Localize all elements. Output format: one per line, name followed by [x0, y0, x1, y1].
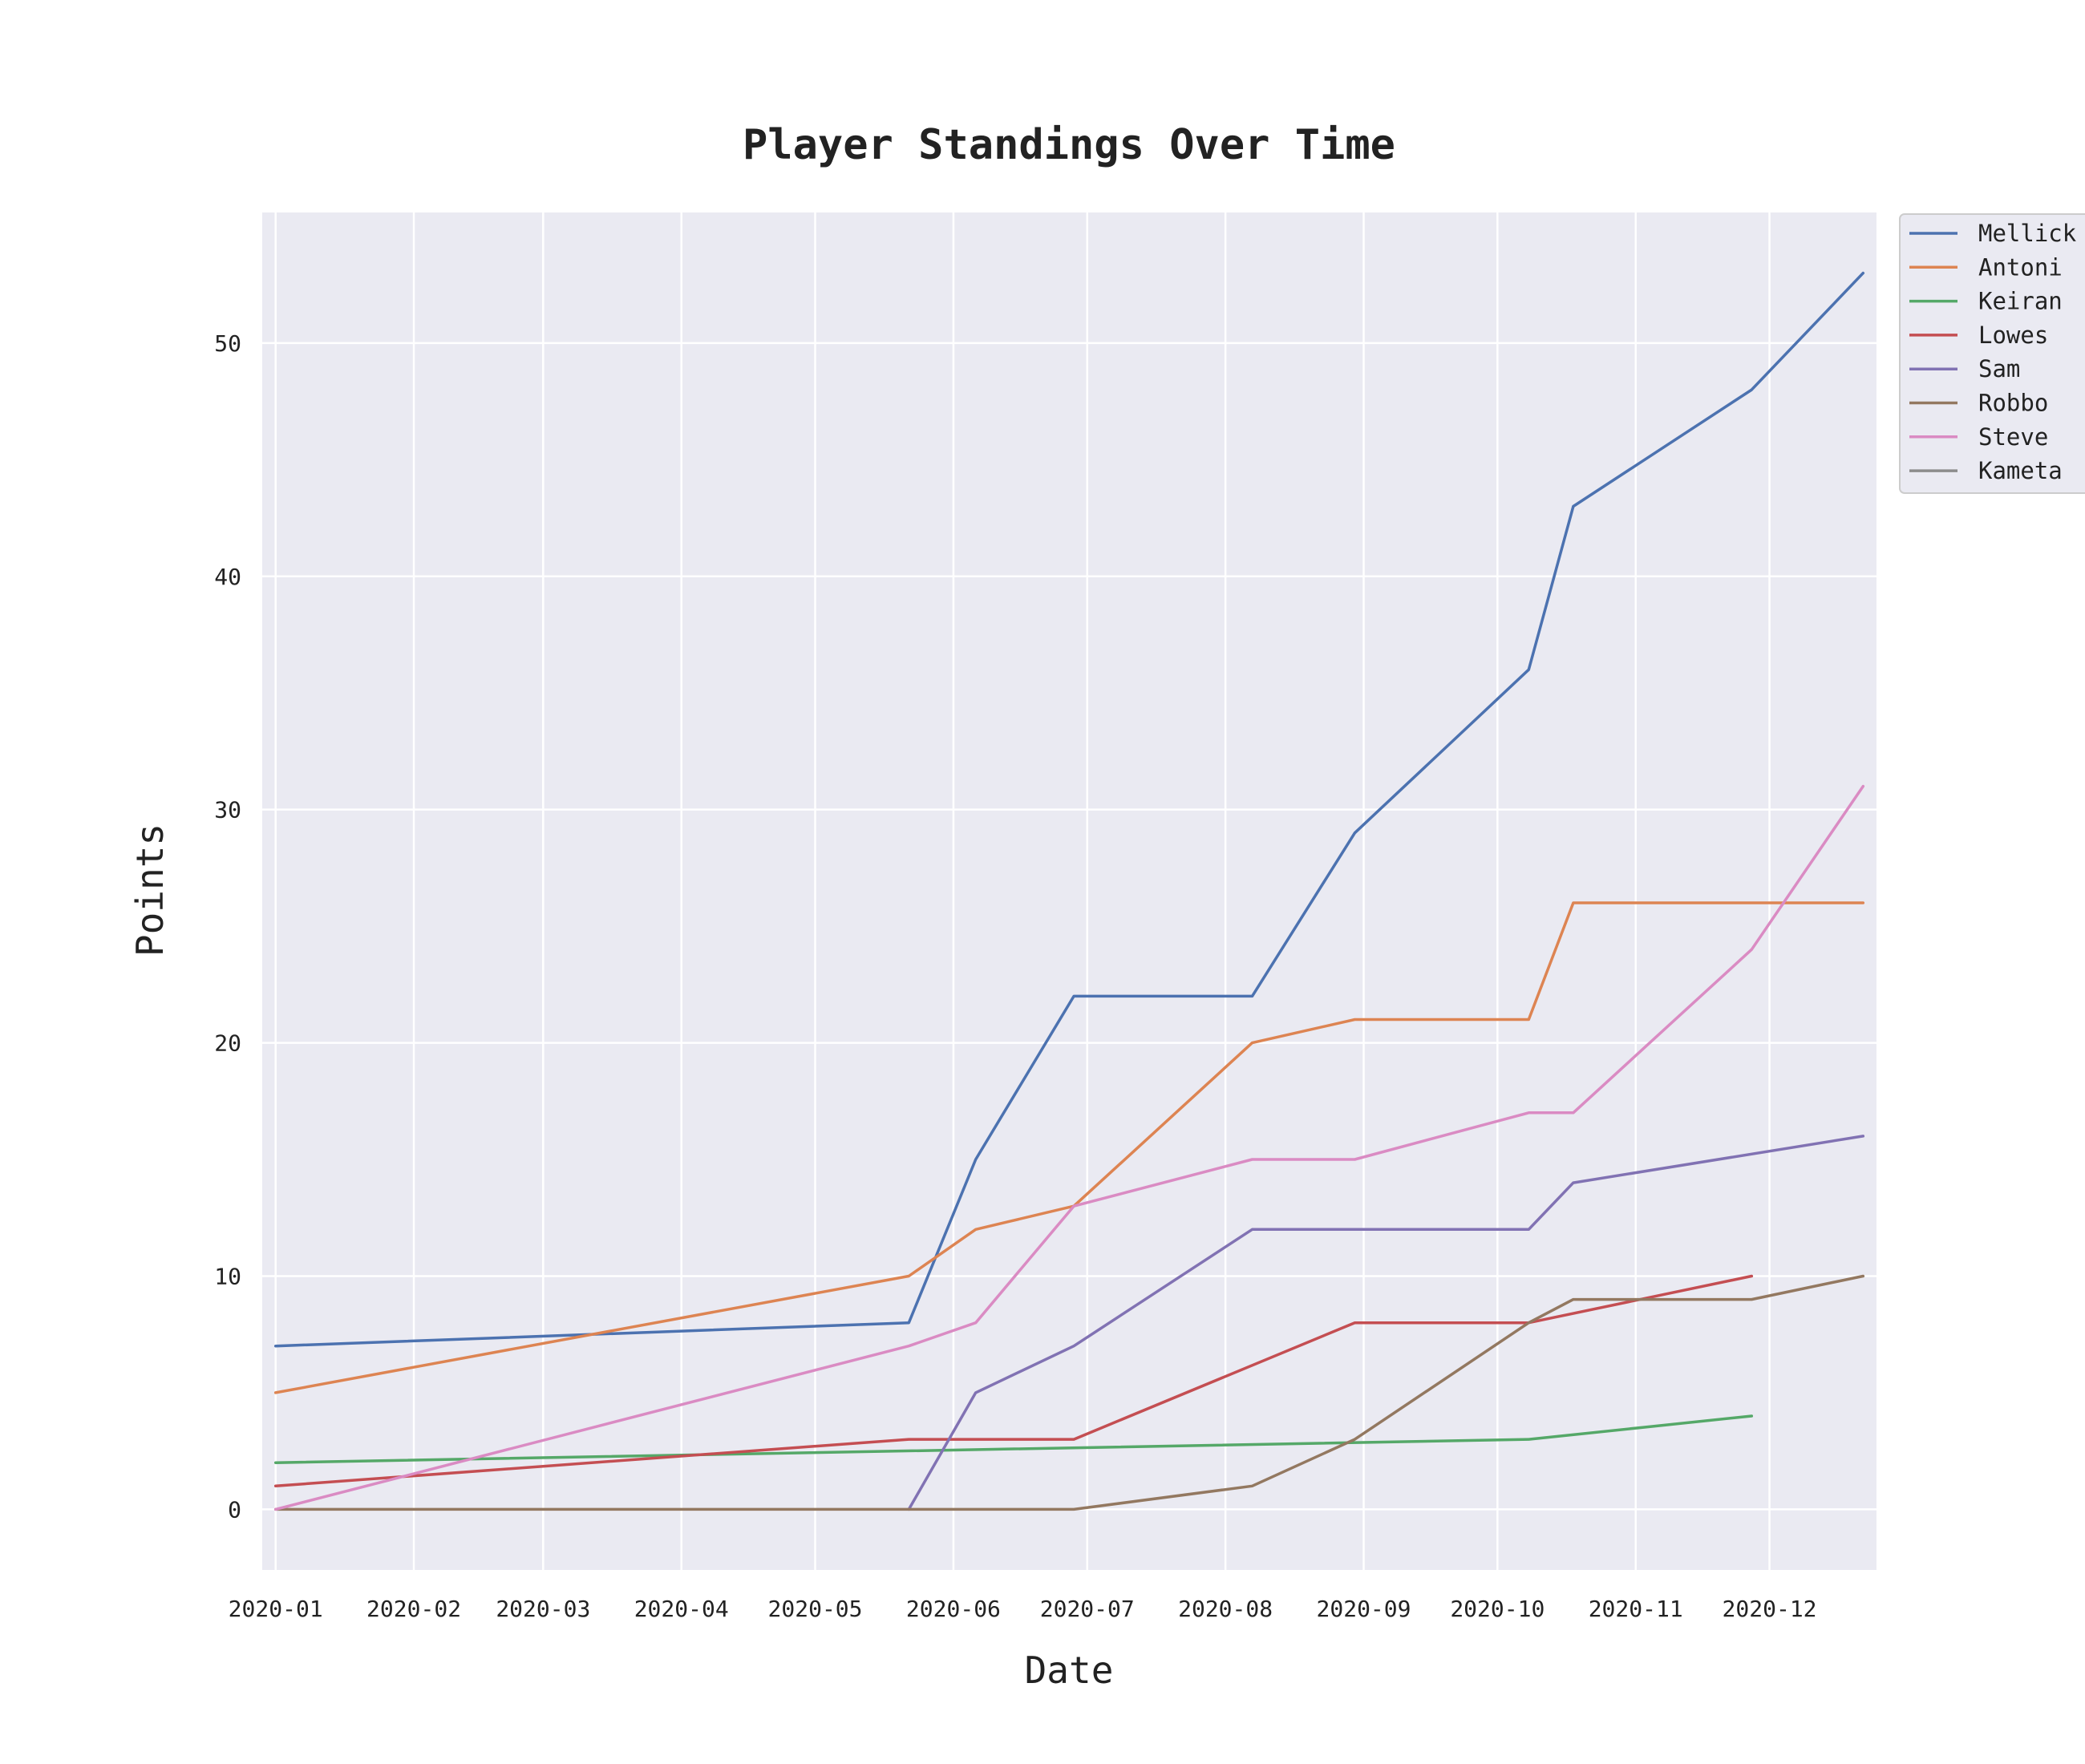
x-tick-label: 2020-03	[496, 1596, 590, 1622]
series-line-steve	[273, 784, 1865, 1511]
x-axis-ticks: 2020-01 2020-02 2020-03 2020-04 2020-05 2020-…	[229, 1596, 1817, 1622]
x-tick-label: 2020-02	[366, 1596, 461, 1622]
legend: Mellick Antoni Keiran Lowes Sam Robbo Steve Kam…	[1899, 213, 2085, 494]
y-tick-label: 10	[214, 1263, 241, 1289]
x-tick-label: 2020-11	[1589, 1596, 1683, 1622]
legend-label-lowes: Lowes	[1978, 322, 2048, 349]
y-tick-label: 40	[214, 564, 241, 590]
plot-area	[262, 212, 1876, 1570]
x-axis-label: Date	[1025, 1649, 1114, 1692]
series-line-antoni	[273, 901, 1865, 1394]
x-tick-label: 2020-01	[229, 1596, 323, 1622]
x-tick-label: 2020-05	[768, 1596, 863, 1622]
legend-label-keiran: Keiran	[1978, 288, 2063, 315]
y-tick-label: 30	[214, 797, 241, 823]
chart-title: Player Standings Over Time	[743, 121, 1395, 169]
series-line-robbo	[273, 1274, 1865, 1511]
x-tick-label: 2020-09	[1317, 1596, 1411, 1622]
x-tick-label: 2020-08	[1178, 1596, 1273, 1622]
y-axis-label: Points	[128, 823, 172, 957]
series-lines	[273, 271, 1865, 1511]
legend-label-kameta: Kameta	[1978, 457, 2063, 484]
y-tick-label: 20	[214, 1030, 241, 1057]
x-tick-label: 2020-12	[1723, 1596, 1817, 1622]
legend-label-sam: Sam	[1978, 355, 2020, 382]
x-tick-label: 2020-07	[1040, 1596, 1135, 1622]
x-tick-label: 2020-04	[634, 1596, 729, 1622]
y-tick-label: 0	[228, 1496, 241, 1523]
x-tick-label: 2020-06	[906, 1596, 1001, 1622]
y-axis-ticks: 0 10 20 30 40 50	[214, 330, 241, 1523]
legend-label-steve: Steve	[1978, 423, 2048, 451]
y-tick-label: 50	[214, 330, 241, 357]
legend-label-mellick: Mellick	[1978, 220, 2077, 247]
series-line-sam	[907, 1135, 1865, 1511]
legend-label-robbo: Robbo	[1978, 390, 2048, 417]
legend-label-antoni: Antoni	[1978, 253, 2063, 281]
series-line-lowes	[273, 1274, 1754, 1488]
series-line-mellick	[273, 271, 1865, 1348]
legend-box	[1899, 213, 2085, 494]
x-tick-label: 2020-10	[1450, 1596, 1545, 1622]
